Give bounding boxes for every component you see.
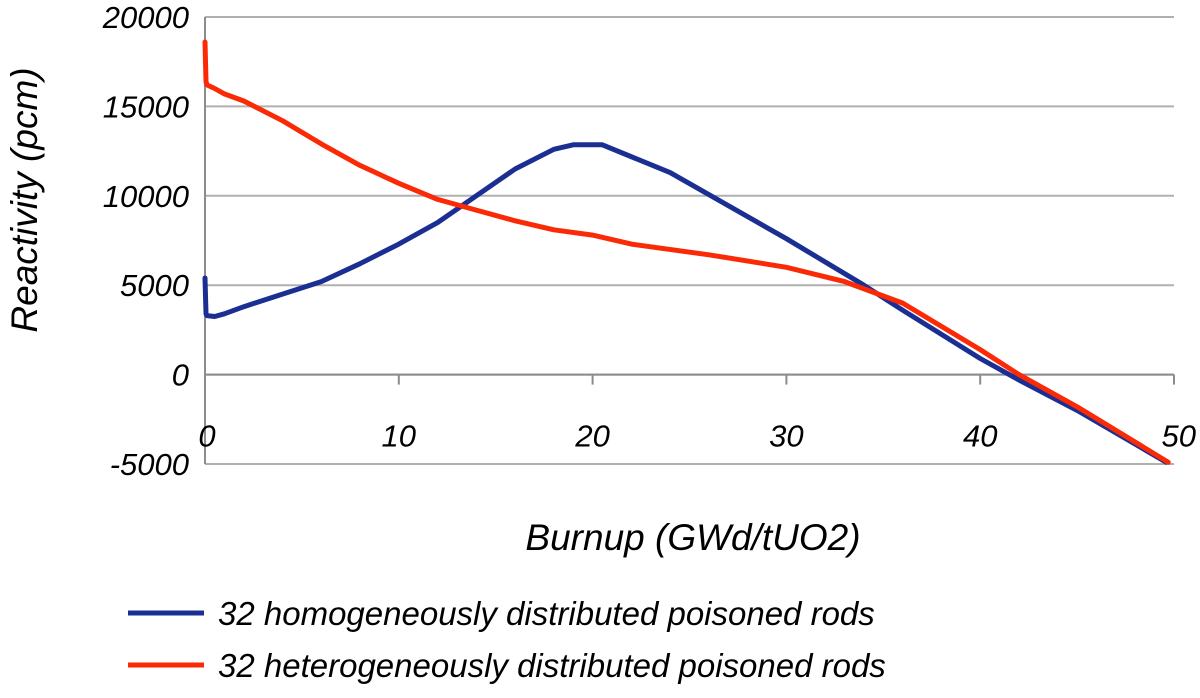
legend-label-homogeneous: 32 homogeneously distributed poisoned ro…	[218, 595, 875, 632]
y-axis-title: Reactivity (pcm)	[4, 67, 45, 332]
y-tick-label: 5000	[120, 268, 189, 303]
x-axis-title: Burnup (GWd/tUO2)	[525, 517, 860, 558]
gridlines	[205, 16, 1174, 465]
series-line-heterogeneous	[202, 39, 1171, 465]
x-tick-label: 0	[198, 419, 215, 454]
tick-labels: 20000 15000 10000 5000 0 -5000 0 10 20 30 40 50	[102, 0, 1196, 482]
x-tick-label: 40	[963, 419, 997, 454]
x-tick-label: 20	[574, 419, 609, 454]
y-tick-label: 15000	[103, 89, 189, 124]
x-tick-label: 50	[1162, 419, 1196, 454]
legend: 32 homogeneously distributed poisoned ro…	[128, 595, 886, 684]
x-tick-label: 10	[382, 419, 416, 454]
y-tick-label: 0	[172, 358, 189, 393]
legend-label-heterogeneous: 32 heterogeneously distributed poisoned …	[218, 647, 886, 684]
x-tick-label: 30	[769, 419, 803, 454]
y-tick-label: 20000	[102, 0, 189, 35]
series-line-homogeneous	[202, 142, 1169, 465]
series-lines	[202, 39, 1171, 465]
y-tick-label: 10000	[103, 179, 189, 214]
y-tick-label: -5000	[110, 447, 189, 482]
axes	[204, 17, 1175, 464]
